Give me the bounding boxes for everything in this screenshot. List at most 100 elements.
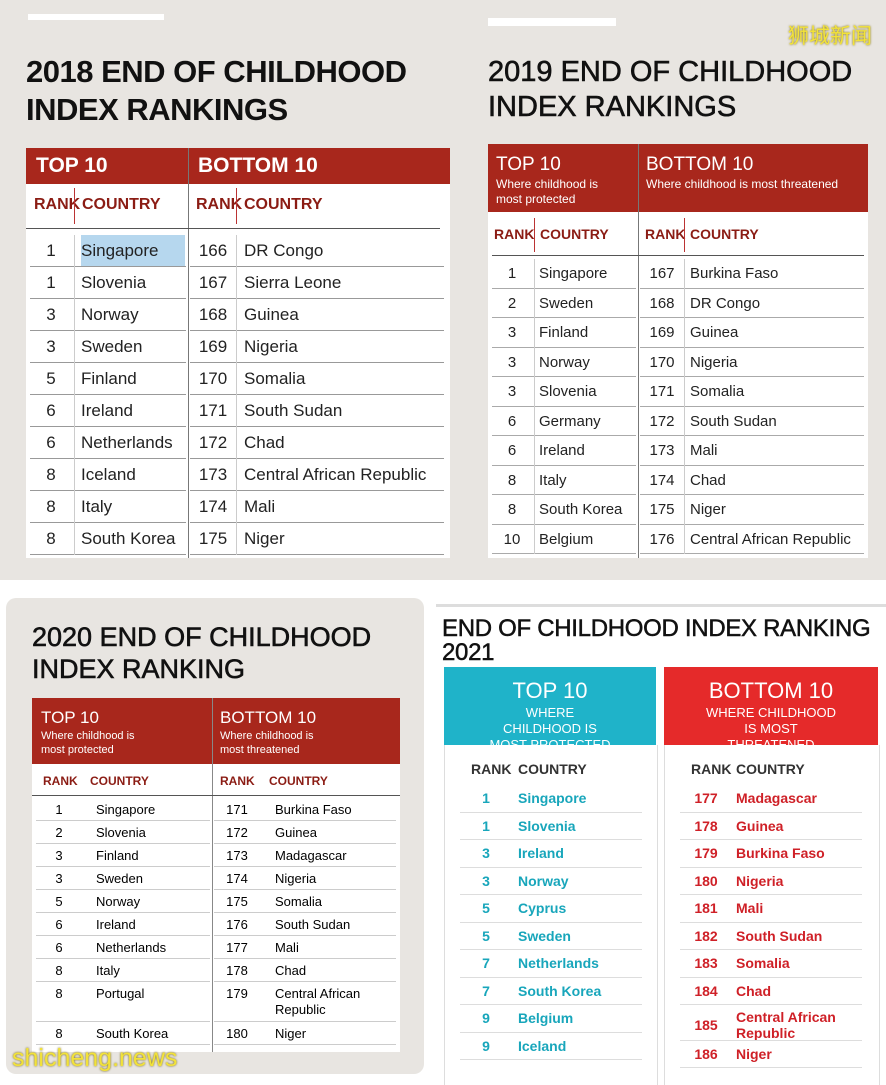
row-rule — [680, 949, 862, 950]
rank-cell: 1 — [55, 802, 63, 817]
col-rank-2018-bottom: RANK — [196, 196, 243, 213]
row-rule — [214, 981, 396, 982]
row-rule — [640, 287, 864, 289]
rank-cell: 8 — [46, 497, 56, 516]
country-cell: Singapore — [518, 790, 587, 806]
rank-cell: 177 — [226, 940, 248, 955]
col-sep — [534, 465, 535, 495]
rank-cell: 5 — [482, 900, 490, 916]
country-cell: Finland — [81, 369, 137, 388]
rank-cell: 8 — [55, 986, 63, 1001]
country-cell: Mali — [275, 940, 299, 955]
header-rule — [32, 795, 400, 796]
rank-cell: 5 — [482, 927, 490, 944]
rank-cell: 175 — [198, 529, 228, 548]
row-rule — [460, 976, 642, 978]
col-rank-2021-bottom: RANK — [691, 761, 732, 777]
country-cell: Niger — [275, 1026, 307, 1041]
col-sep — [74, 363, 75, 395]
rank-cell: 2 — [507, 294, 517, 312]
row-rule — [190, 362, 444, 363]
rank-cell: 6 — [507, 412, 517, 430]
country-cell: Central African Republic — [275, 986, 361, 1017]
row-rule — [214, 820, 396, 821]
row-rule — [36, 866, 210, 867]
row-rule — [492, 435, 636, 436]
top-label-2018: TOP 10 — [36, 154, 108, 177]
country-cell: Niger — [244, 529, 285, 548]
rank-cell: 8 — [55, 963, 63, 978]
country-cell: Netherlands — [81, 433, 173, 452]
col-sep — [236, 491, 237, 523]
country-cell: Norway — [96, 894, 141, 909]
country-cell: Sweden — [539, 294, 594, 312]
title-2021: END OF CHILDHOOD INDEX RANKING 2021 — [442, 615, 871, 666]
country-cell: Sierra Leone — [244, 273, 342, 292]
country-cell: Slovenia — [518, 817, 576, 834]
col-sep — [684, 436, 685, 466]
row-rule — [30, 458, 186, 459]
rank-cell: 168 — [649, 294, 675, 312]
country-cell: South Sudan — [275, 917, 351, 932]
country-cell: Norway — [518, 872, 569, 889]
col-sep — [236, 459, 237, 491]
rank-cell: 177 — [694, 790, 718, 806]
col-sep — [236, 299, 237, 331]
rank-cell: 171 — [226, 802, 248, 817]
col-sep — [684, 377, 685, 407]
row-rule — [190, 490, 444, 491]
row-rule — [460, 894, 642, 895]
row-rule — [640, 405, 864, 407]
country-cell: Central African Republic — [690, 530, 851, 548]
country-cell: Ireland — [539, 442, 585, 459]
row-rule — [36, 1044, 210, 1045]
col-sep — [534, 218, 535, 252]
row-rule — [214, 843, 396, 844]
country-cell: Italy — [96, 963, 120, 978]
country-cell: Ireland — [518, 845, 564, 861]
divider-2018 — [188, 148, 189, 558]
rank-cell: 5 — [46, 369, 56, 388]
country-cell: Ireland — [81, 401, 133, 420]
country-cell: South Korea — [81, 529, 176, 548]
rank-cell: 167 — [649, 265, 675, 282]
country-cell: Norway — [539, 353, 590, 371]
rank-cell: 176 — [649, 530, 675, 548]
row-rule — [190, 522, 444, 523]
row-rule — [36, 843, 210, 844]
col-sep — [74, 395, 75, 427]
row-rule — [30, 362, 186, 363]
rank-cell: 8 — [46, 465, 56, 484]
col-sep — [236, 523, 237, 555]
country-cell: Niger — [736, 1045, 772, 1062]
rank-cell: 174 — [226, 871, 248, 886]
row-rule — [492, 376, 636, 377]
row-rule — [36, 820, 210, 821]
country-cell: Niger — [690, 501, 726, 518]
rank-cell: 178 — [226, 963, 248, 978]
rank-cell: 6 — [55, 917, 63, 932]
rank-cell: 1 — [46, 273, 56, 292]
country-cell: Netherlands — [518, 955, 599, 971]
row-rule — [190, 394, 444, 395]
table-2018: TOP 10 BOTTOM 10 RANK COUNTRY RANK COUNT… — [26, 148, 450, 558]
rank-cell: 166 — [198, 241, 228, 260]
rank-cell: 181 — [694, 900, 718, 916]
country-cell: Belgium — [539, 530, 594, 548]
rank-cell: 172 — [649, 412, 675, 430]
country-cell: Somalia — [736, 955, 790, 971]
row-rule — [492, 464, 636, 466]
col-sep — [534, 436, 535, 466]
top-sub-2019: Where childhood is most protected — [496, 177, 599, 206]
rank-cell: 184 — [694, 982, 718, 999]
country-cell: South Korea — [539, 501, 623, 518]
panel-2018: 2018 END OF CHILDHOOD INDEX RANKINGS TOP… — [0, 0, 468, 580]
col-sep — [534, 259, 535, 289]
rank-cell: 9 — [482, 1010, 490, 1026]
country-cell: Guinea — [690, 324, 739, 341]
country-cell: Sweden — [96, 871, 143, 886]
row-rule — [30, 554, 186, 555]
country-cell: Guinea — [244, 305, 299, 324]
country-cell: Singapore — [81, 235, 185, 267]
rank-cell: 3 — [55, 848, 63, 863]
